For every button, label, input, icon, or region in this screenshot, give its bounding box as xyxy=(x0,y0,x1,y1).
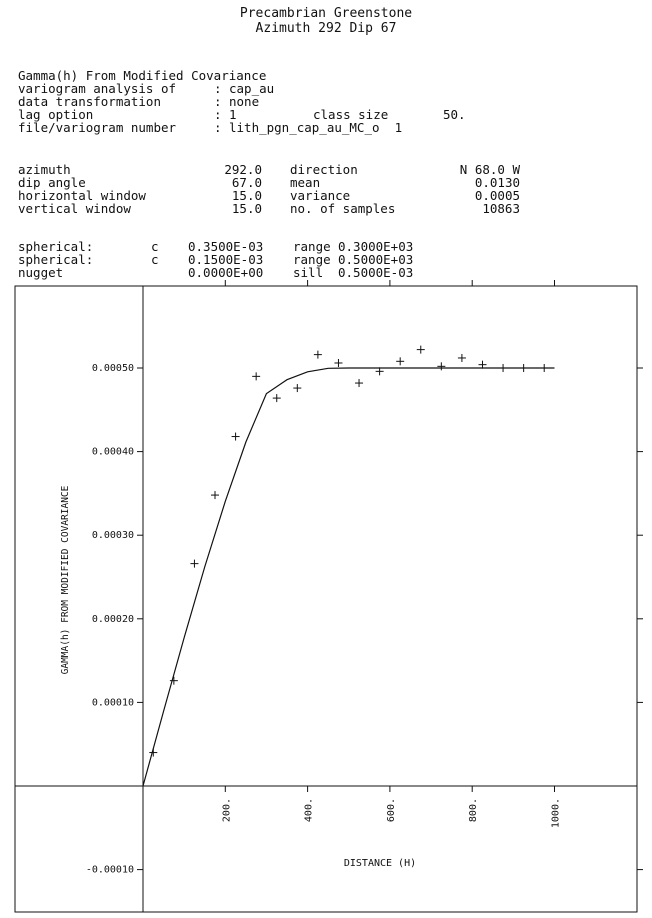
stat-label: azimuth xyxy=(18,162,71,177)
param-value: 1 xyxy=(229,107,237,122)
y-tick-label: 0.00050 xyxy=(92,363,134,374)
param-colon: : xyxy=(214,81,222,96)
stat-label: horizontal window xyxy=(18,188,146,203)
stat-value: 292.0 xyxy=(224,162,262,177)
data-point xyxy=(313,350,322,359)
y-axis-label: GAMMA(h) FROM MODIFIED COVARIANCE xyxy=(60,485,71,674)
model-contribution: 0.3500E-03 xyxy=(188,239,264,254)
param-extra-label: class size xyxy=(313,107,389,122)
model-type: nugget xyxy=(18,265,64,280)
param-label: lag option xyxy=(18,107,94,122)
data-point xyxy=(355,379,364,388)
param-value: lith_pgn_cap_au_MC_o 1 xyxy=(229,120,403,135)
x-tick-labels: 200. 400. 600. 800. 1000. xyxy=(221,798,561,828)
model-range-label: range xyxy=(293,239,331,254)
x-axis-label: DISTANCE (H) xyxy=(344,858,416,869)
y-tick-labels: -0.00010 0.00010 0.00020 0.00030 0.00040 0.00… xyxy=(86,363,134,876)
stat-value: 67.0 xyxy=(231,175,262,190)
model-curve-group xyxy=(142,367,555,787)
param-heading: Gamma(h) From Modified Covariance xyxy=(18,68,267,83)
param-colon: : xyxy=(214,107,222,122)
data-point xyxy=(231,432,240,441)
data-point xyxy=(499,364,508,372)
data-point xyxy=(252,372,261,381)
param-colon: : xyxy=(214,94,222,109)
model-range: 0.5000E-03 xyxy=(338,265,414,280)
data-point xyxy=(190,559,199,568)
stat-label: vertical window xyxy=(18,201,131,216)
stat-label: direction xyxy=(290,162,358,177)
stat-value: 15.0 xyxy=(231,201,262,216)
data-point xyxy=(519,364,528,372)
y-tick-label: 0.00040 xyxy=(92,447,134,458)
data-point xyxy=(334,358,343,367)
param-label: variogram analysis of xyxy=(18,81,177,96)
model-range: 0.5000E+03 xyxy=(338,252,414,267)
stat-value: 10863 xyxy=(482,201,520,216)
stat-value: 0.0005 xyxy=(474,188,520,203)
model-type: spherical: xyxy=(18,252,94,267)
model-contribution: 0.1500E-03 xyxy=(188,252,264,267)
model-range-label: sill xyxy=(293,265,331,280)
stat-value: N 68.0 W xyxy=(459,162,520,177)
chart-subtitle: Azimuth 292 Dip 67 xyxy=(255,21,397,36)
x-tick-label: 1000. xyxy=(551,798,562,828)
stat-label: mean xyxy=(290,175,321,190)
param-extra-value: 50. xyxy=(443,107,466,122)
stat-label: no. of samples xyxy=(290,201,396,216)
chart-title: Precambrian Greenstone xyxy=(239,6,413,21)
data-point xyxy=(416,345,425,354)
y-tick-label: 0.00010 xyxy=(92,697,134,708)
x-tick-label: 400. xyxy=(304,798,315,822)
x-tick-label: 800. xyxy=(468,798,479,822)
param-label: data transformation xyxy=(18,94,161,109)
y-tick-label: 0.00030 xyxy=(92,530,134,541)
x-tick-label: 200. xyxy=(221,798,232,822)
data-point xyxy=(437,362,446,371)
tick-marks xyxy=(137,280,643,871)
data-point xyxy=(540,364,549,372)
axes xyxy=(15,286,637,912)
model-range-label: range xyxy=(293,252,331,267)
param-value: cap_au xyxy=(229,81,275,96)
stat-label: variance xyxy=(290,188,351,203)
model-curve xyxy=(142,367,555,787)
data-point xyxy=(169,676,178,685)
data-point xyxy=(375,367,384,376)
model-code: c xyxy=(151,239,159,254)
data-point xyxy=(211,491,220,500)
model-type: spherical: xyxy=(18,239,94,254)
stat-label: dip angle xyxy=(18,175,86,190)
data-point xyxy=(478,360,487,369)
data-point xyxy=(396,357,405,366)
model-range: 0.3000E+03 xyxy=(338,239,414,254)
data-point xyxy=(293,384,302,393)
stat-value: 15.0 xyxy=(231,188,262,203)
model-code: c xyxy=(151,252,159,267)
y-tick-label: 0.00020 xyxy=(92,614,134,625)
data-point xyxy=(149,748,158,757)
stat-value: 0.0130 xyxy=(474,175,520,190)
data-points-group xyxy=(149,345,549,757)
y-tick-label: -0.00010 xyxy=(86,865,134,876)
param-colon: : xyxy=(214,120,222,135)
param-value: none xyxy=(229,94,260,109)
data-point xyxy=(457,353,466,362)
x-tick-label: 600. xyxy=(386,798,397,822)
model-contribution: 0.0000E+00 xyxy=(188,265,264,280)
data-point xyxy=(272,394,281,403)
param-label: file/variogram number xyxy=(18,120,177,135)
plot-frame xyxy=(14,285,638,913)
